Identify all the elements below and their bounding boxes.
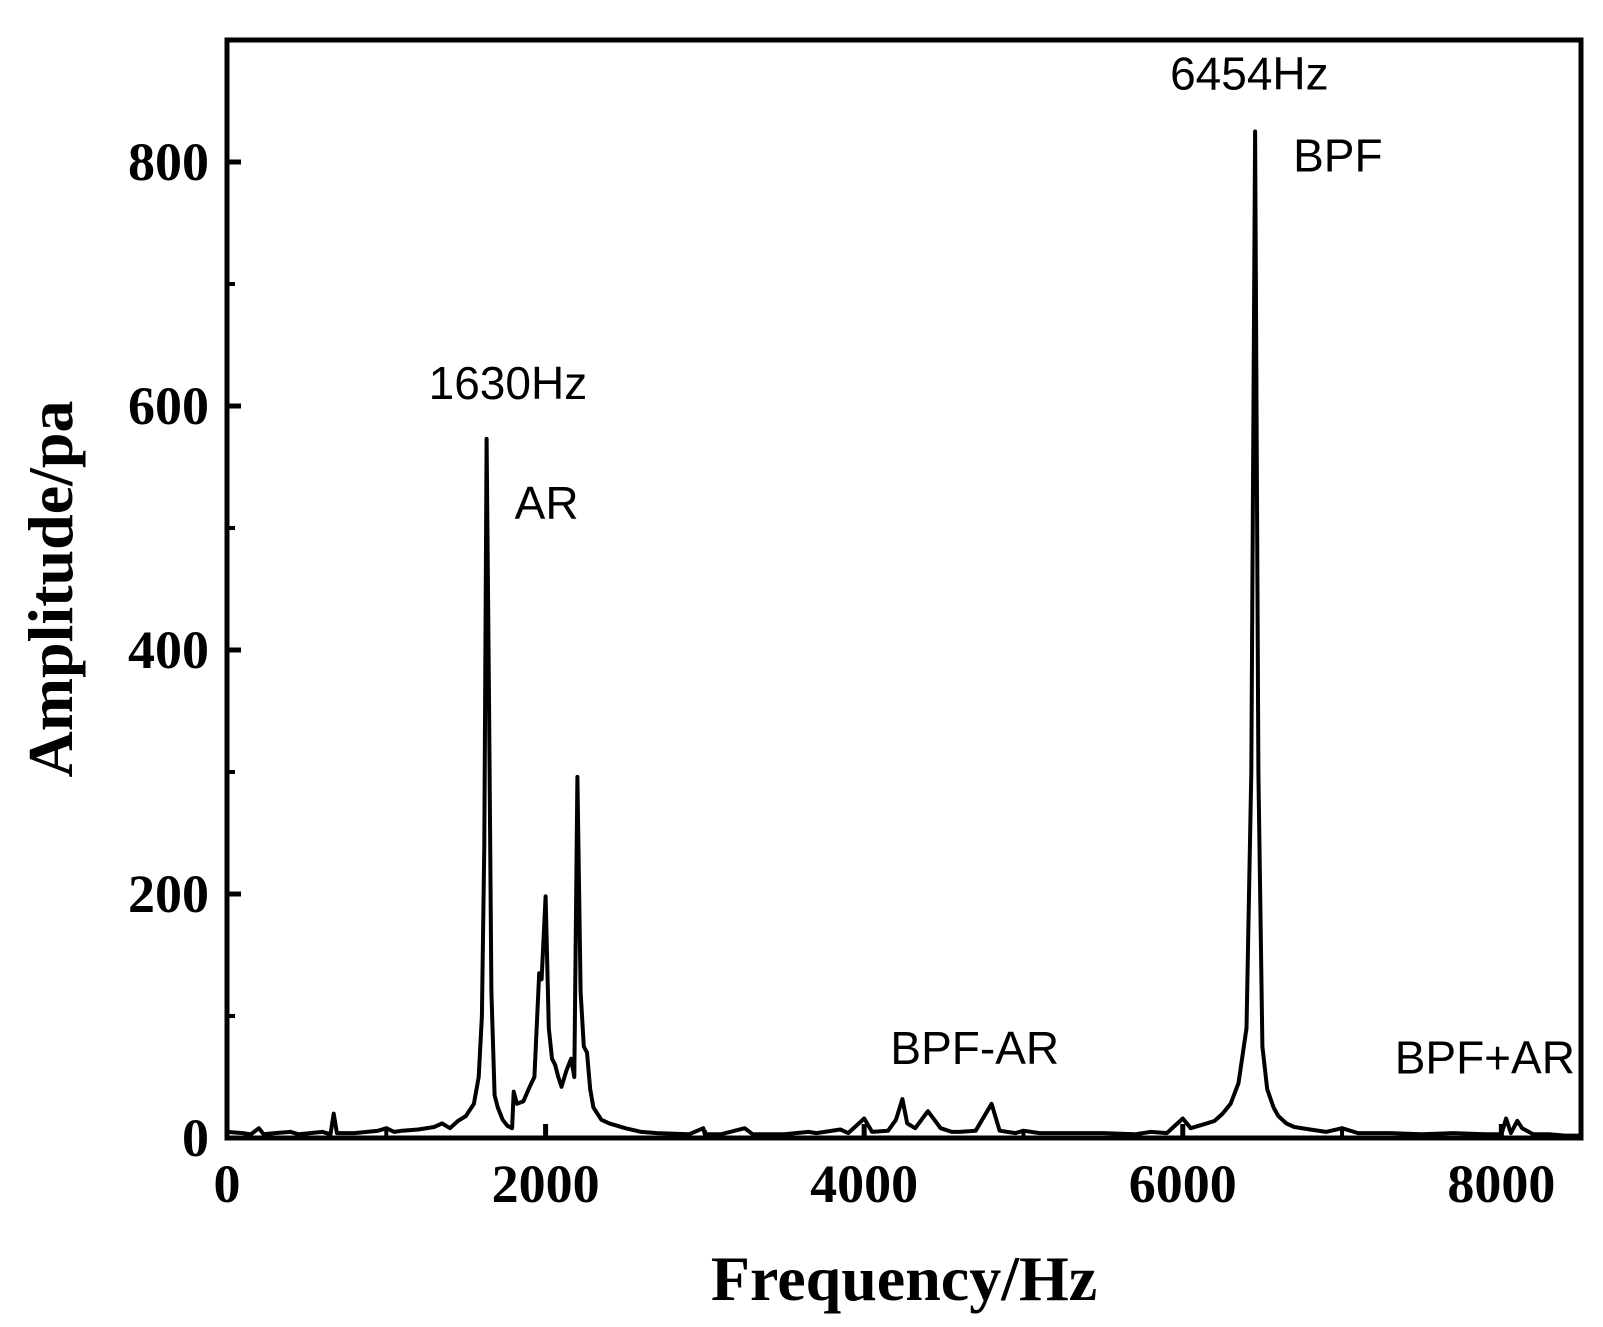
peak-annotations: 1630Hz AR 6454Hz BPF BPF-AR BPF+AR <box>429 48 1575 1084</box>
peak-annotation: BPF <box>1293 130 1382 182</box>
plot-frame <box>224 37 1584 1141</box>
y-tick-label: 0 <box>182 1108 209 1168</box>
y-axis-ticks <box>227 159 241 1141</box>
x-tick-label: 2000 <box>492 1154 600 1214</box>
y-tick-label: 600 <box>128 376 209 436</box>
x-tick-label: 6000 <box>1129 1154 1237 1214</box>
x-axis-title: Frequency/Hz <box>711 1243 1097 1314</box>
x-tick-label: 4000 <box>810 1154 918 1214</box>
peak-annotation: 1630Hz <box>429 357 588 409</box>
peak-annotation: BPF-AR <box>890 1022 1059 1074</box>
x-axis-tick-labels: 0 2000 4000 6000 8000 <box>214 1154 1556 1214</box>
y-axis-title: Amplitude/pa <box>15 401 86 778</box>
y-tick-label: 800 <box>128 132 209 192</box>
peak-annotation: AR <box>515 477 579 529</box>
y-tick-label: 400 <box>128 620 209 680</box>
peak-annotation: BPF+AR <box>1395 1031 1575 1083</box>
x-tick-label: 8000 <box>1447 1154 1555 1214</box>
spectrum-series-line <box>226 129 1581 1138</box>
y-tick-label: 200 <box>128 864 209 924</box>
peak-annotation: 6454Hz <box>1170 48 1329 100</box>
y-axis-tick-labels: 0 200 400 600 800 <box>128 132 209 1168</box>
x-tick-label: 0 <box>214 1154 241 1214</box>
